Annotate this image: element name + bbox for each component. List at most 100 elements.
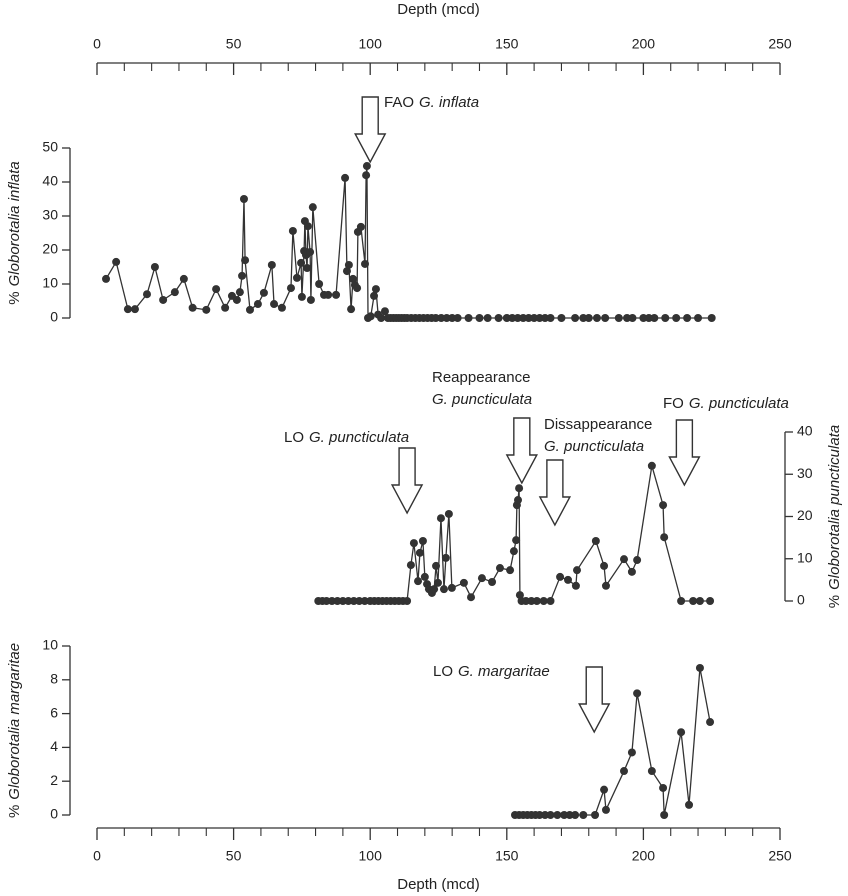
data-point: [439, 585, 448, 594]
annotation-label: LO G. puncticulata: [284, 429, 409, 446]
x-tick-label: 150: [495, 36, 519, 52]
data-point: [571, 314, 580, 322]
data-point: [532, 597, 541, 605]
data-point: [685, 800, 694, 809]
data-point: [297, 258, 306, 267]
data-point: [600, 785, 609, 794]
data-point: [515, 484, 524, 493]
data-point: [707, 314, 716, 322]
data-point: [415, 548, 424, 557]
annotation-label: Dissappearance: [544, 416, 652, 433]
y-tick-label: 0: [50, 309, 58, 325]
data-point: [459, 578, 468, 587]
y-tick-label: 4: [50, 738, 58, 754]
annotation-label: G. puncticulata: [432, 391, 532, 408]
data-point: [706, 718, 715, 727]
data-point: [315, 280, 324, 288]
data-point: [571, 581, 580, 590]
data-point: [361, 259, 370, 268]
annotation-label: G. puncticulata: [544, 438, 644, 455]
data-point: [647, 461, 656, 470]
annotation-arrow: [668, 419, 701, 487]
data-line: [105, 165, 712, 320]
data-point: [628, 314, 637, 322]
x-tick-label: 100: [359, 36, 383, 52]
data-point: [447, 583, 456, 592]
data-point: [488, 577, 497, 586]
y-tick-label: 2: [50, 772, 58, 788]
data-point: [453, 314, 462, 322]
annotation-species: G. puncticulata: [544, 438, 644, 455]
data-point: [142, 290, 151, 299]
y-axis-title: % Globorotalia inflata: [6, 161, 23, 304]
data-point: [512, 536, 521, 545]
annotation-text: FO: [663, 395, 684, 412]
data-point: [592, 314, 601, 322]
y-tick-label: 40: [42, 173, 58, 189]
x-axis-title: Depth (mcd): [397, 876, 480, 893]
data-point: [584, 314, 593, 322]
data-point: [406, 561, 415, 570]
y-axis-title-species: Globorotalia puncticulata: [826, 425, 843, 590]
data-point: [342, 267, 351, 276]
y-tick-label: 30: [42, 207, 58, 223]
annotation-text: LO: [433, 663, 453, 680]
data-point: [563, 575, 572, 584]
annotation-arrow: [354, 96, 387, 164]
data-point: [556, 572, 565, 581]
data-point: [267, 260, 276, 269]
data-point: [464, 314, 473, 322]
data-point: [495, 564, 504, 573]
data-point: [303, 222, 312, 231]
data-point: [150, 263, 159, 271]
data-point: [253, 300, 262, 309]
data-point: [380, 307, 389, 316]
y-tick-label: 20: [42, 241, 58, 257]
data-point: [306, 248, 315, 257]
data-point: [706, 597, 715, 605]
data-point: [672, 314, 681, 322]
data-line: [514, 667, 711, 816]
data-point: [377, 314, 386, 322]
annotation-species: G. margaritae: [458, 663, 550, 680]
data-point: [546, 597, 555, 605]
x-tick-label: 0: [93, 848, 101, 864]
data-point: [286, 284, 295, 293]
data-line: [318, 465, 711, 602]
y-axis-title-species: Globorotalia inflata: [6, 161, 23, 286]
x-tick-label: 200: [632, 848, 656, 864]
data-point: [620, 767, 629, 776]
data-point: [633, 556, 642, 565]
data-point: [221, 303, 230, 312]
data-point: [159, 295, 168, 304]
data-point: [362, 162, 371, 171]
data-point: [370, 291, 379, 300]
data-point: [627, 567, 636, 576]
data-point: [433, 578, 442, 587]
data-point: [212, 285, 221, 294]
data-point: [259, 288, 268, 297]
annotation-label: LO G. margaritae: [433, 663, 550, 680]
data-point: [371, 285, 380, 294]
data-point: [362, 171, 371, 180]
annotation-species: G. puncticulata: [309, 429, 409, 446]
data-point: [571, 811, 580, 819]
annotation-species: G. puncticulata: [689, 395, 789, 412]
data-point: [170, 288, 179, 297]
data-point: [601, 314, 610, 322]
data-point: [441, 553, 450, 562]
data-point: [235, 288, 244, 297]
x-tick-label: 50: [226, 36, 242, 52]
data-point: [277, 303, 286, 312]
x-tick-label: 250: [768, 36, 792, 52]
data-point: [347, 305, 356, 314]
annotation-label: Reappearance: [432, 369, 530, 386]
y-tick-label: 10: [42, 275, 58, 291]
data-point: [341, 173, 350, 182]
data-point: [614, 314, 623, 322]
data-point: [430, 585, 439, 594]
y-tick-label: 20: [797, 507, 813, 523]
data-point: [627, 748, 636, 757]
x-axis-title: Depth (mcd): [397, 1, 480, 18]
